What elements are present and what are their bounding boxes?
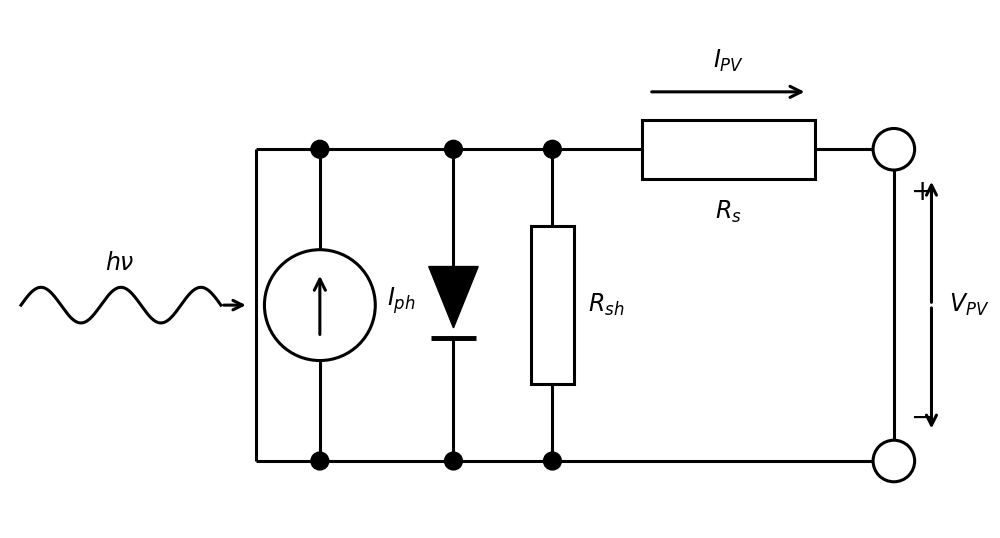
Circle shape: [873, 440, 915, 482]
Circle shape: [445, 452, 462, 470]
Text: $I_{ph}$: $I_{ph}$: [387, 285, 416, 315]
Circle shape: [873, 129, 915, 170]
Circle shape: [544, 452, 561, 470]
Circle shape: [311, 452, 329, 470]
Bar: [642, 119, 815, 179]
Text: $h\nu$: $h\nu$: [105, 252, 135, 275]
Circle shape: [311, 140, 329, 158]
Polygon shape: [429, 266, 478, 328]
Bar: [531, 226, 574, 384]
Circle shape: [544, 140, 561, 158]
Text: $+$: $+$: [910, 179, 933, 206]
Text: $R_{sh}$: $R_{sh}$: [588, 292, 624, 318]
Circle shape: [445, 140, 462, 158]
Text: $I_{PV}$: $I_{PV}$: [713, 48, 744, 74]
Text: $R_s$: $R_s$: [715, 199, 741, 225]
Text: $-$: $-$: [910, 404, 933, 431]
Text: $V_{PV}$: $V_{PV}$: [949, 292, 990, 318]
